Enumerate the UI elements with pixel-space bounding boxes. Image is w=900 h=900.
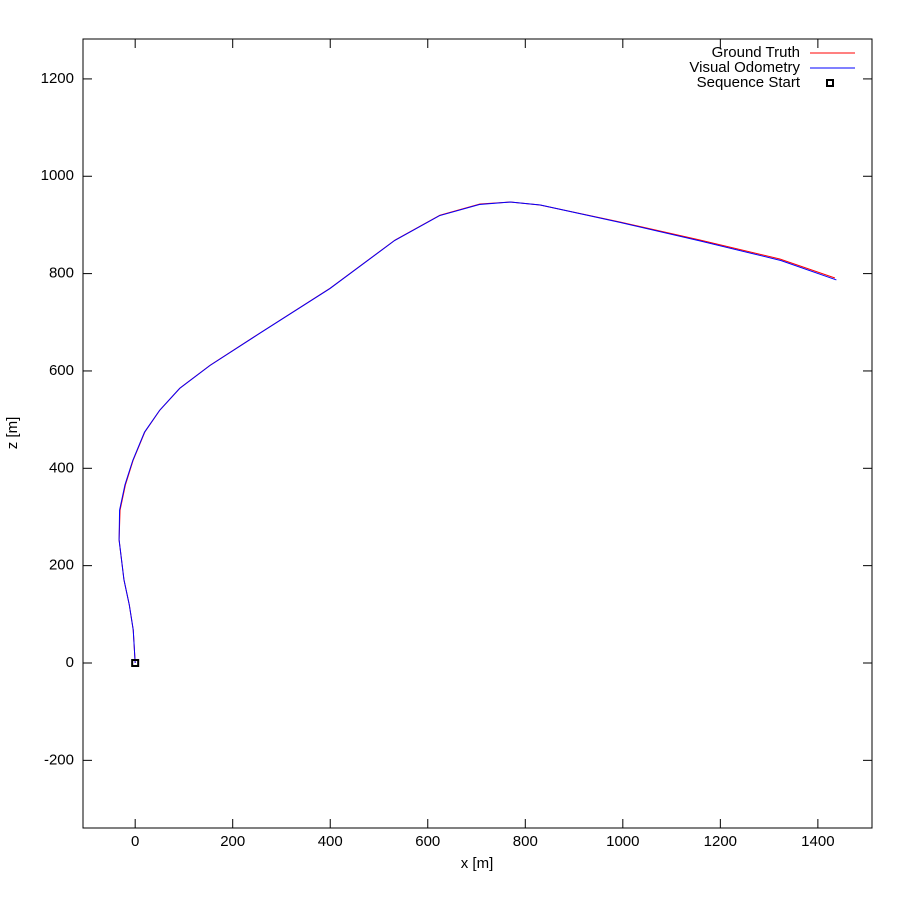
trajectory-line	[118, 201, 836, 664]
y-tick-label: 1000	[41, 167, 74, 184]
y-tick-label: 1200	[41, 70, 74, 87]
y-axis-label: z [m]	[4, 417, 21, 450]
legend-marker	[826, 79, 834, 87]
x-tick-label: 200	[220, 833, 245, 850]
y-tick-label: -200	[44, 751, 74, 768]
x-tick-label: 1000	[606, 833, 639, 850]
plot-frame	[82, 38, 873, 829]
y-tick-label: 600	[49, 362, 74, 379]
y-tick-label: 800	[49, 265, 74, 282]
y-tick-label: 0	[66, 654, 74, 671]
start-marker	[131, 658, 140, 667]
legend-label: Sequence Start	[697, 74, 801, 91]
y-tick-label: 400	[49, 459, 74, 476]
x-tick-label: 0	[131, 833, 139, 850]
x-tick-label: 1400	[801, 833, 834, 850]
x-tick-label: 600	[415, 833, 440, 850]
x-tick-label: 800	[513, 833, 538, 850]
legend-label: Ground Truth	[712, 44, 800, 61]
y-tick-label: 200	[49, 557, 74, 574]
x-tick-label: 1200	[704, 833, 737, 850]
legend-label: Visual Odometry	[689, 59, 800, 76]
x-axis-label: x [m]	[461, 855, 494, 872]
trajectory-line	[118, 201, 837, 664]
x-tick-label: 400	[318, 833, 343, 850]
